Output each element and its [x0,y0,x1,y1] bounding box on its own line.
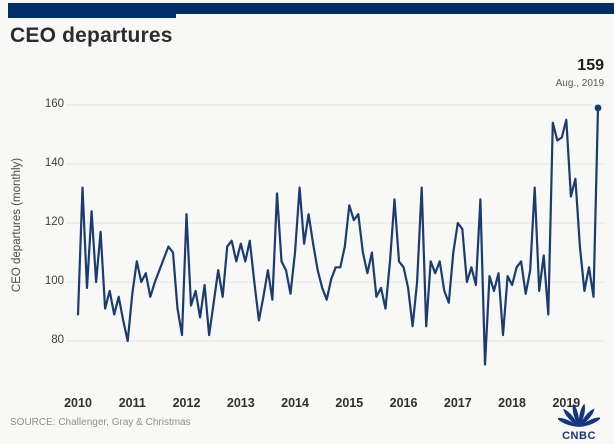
x-tick-label: 2012 [172,396,201,410]
x-tick-label: 2010 [64,396,92,410]
x-tick-label: 2018 [498,396,526,410]
x-tick-label: 2011 [118,396,146,410]
y-tick-label: 140 [44,157,64,169]
x-tick-label: 2013 [226,396,255,410]
page-title: CEO departures [10,24,173,47]
x-tick-label: 2014 [281,396,309,410]
logo-text: CNBC [562,430,596,442]
y-tick-label: 80 [51,334,64,346]
departures-line [76,106,600,366]
peak-value: 159 [577,57,604,74]
x-tick-label: 2016 [389,396,418,410]
peacock-icon [556,403,602,427]
y-tick-label: 100 [44,275,64,287]
brand-bar [8,3,614,14]
cnbc-logo: CNBC [550,401,608,442]
line-chart [66,104,605,366]
y-axis-title: CEO departures (monthly) [11,157,23,293]
peak-annotation: 159 Aug., 2019 [536,57,604,89]
last-point-marker [594,104,602,112]
x-tick-label: 2017 [443,396,472,410]
peak-date: Aug., 2019 [555,78,604,89]
brand-bar-accent [8,3,176,18]
y-tick-label: 120 [44,216,64,228]
source-note: SOURCE: Challenger, Gray & Christmas [10,417,191,428]
x-tick-label: 2015 [335,396,364,410]
y-tick-label: 160 [44,98,64,110]
